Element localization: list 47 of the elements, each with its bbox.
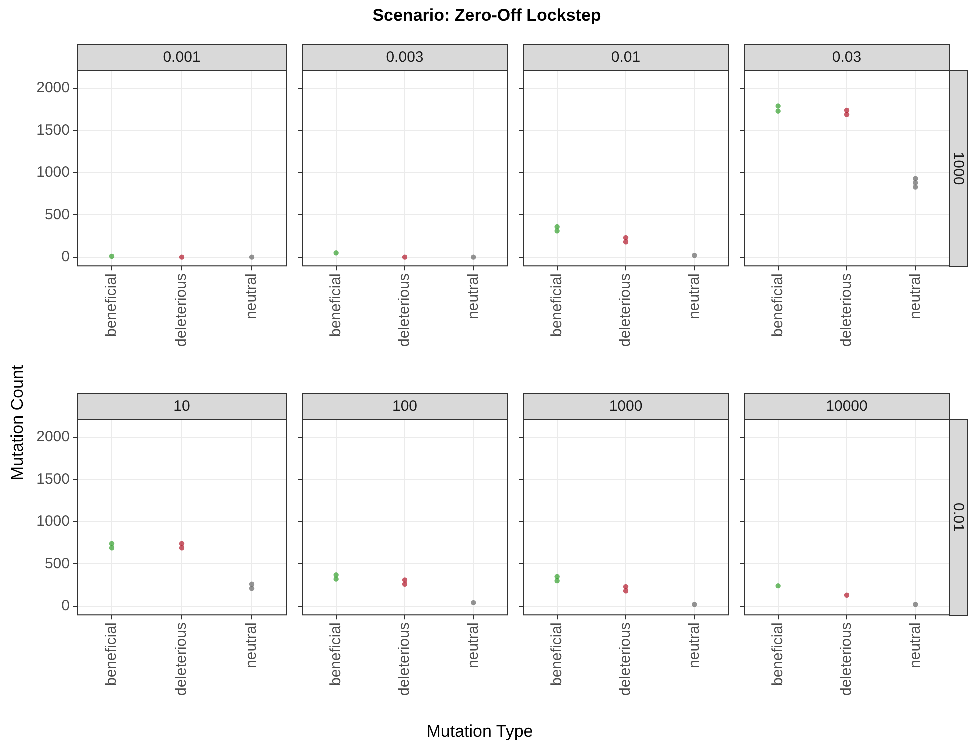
- chart-title: 10: [77, 393, 287, 420]
- x-tick-label: deleterious: [617, 622, 634, 696]
- x-tick-label: neutral: [906, 274, 924, 320]
- y-tick-label: 0: [62, 597, 70, 614]
- x-tick-label: beneficial: [769, 274, 786, 338]
- y-tick-label: 1000: [36, 164, 70, 182]
- chart-title: 10000: [744, 393, 950, 420]
- x-tick-label: beneficial: [103, 274, 120, 338]
- y-tick-label: 2000: [36, 80, 70, 97]
- x-tick-label: beneficial: [769, 622, 786, 686]
- x-tick-label: deleterious: [173, 274, 190, 348]
- chart-title: 0.01: [523, 44, 729, 71]
- chart-title: 0.001: [77, 44, 287, 71]
- y2-axis-title: 0.01: [950, 502, 968, 532]
- x-tick-label: deleterious: [396, 274, 414, 348]
- x-axis-title: Mutation Type: [426, 722, 534, 742]
- x-tick-label: beneficial: [548, 622, 566, 686]
- x-tick-label: neutral: [243, 622, 260, 668]
- x-tick-label: deleterious: [838, 274, 856, 348]
- x-tick-label: deleterious: [617, 274, 634, 348]
- chart-title: 1000: [523, 393, 729, 420]
- x-tick-label: neutral: [686, 274, 703, 320]
- y-tick-label: 500: [44, 206, 70, 224]
- text: Scenario: Zero-Off Lockstep: [372, 6, 602, 26]
- x-tick-label: deleterious: [173, 622, 190, 696]
- y-tick-label: 1000: [36, 513, 70, 530]
- x-tick-label: beneficial: [327, 274, 344, 338]
- chart-title: 100: [302, 393, 508, 420]
- x-tick-label: neutral: [243, 274, 260, 320]
- x-tick-label: neutral: [906, 622, 924, 668]
- y-tick-label: 1500: [36, 122, 70, 139]
- x-tick-label: neutral: [686, 622, 703, 668]
- y-axis-title: Mutation Count: [8, 365, 28, 481]
- x-tick-label: beneficial: [548, 274, 566, 338]
- y-tick-label: 1500: [36, 470, 70, 488]
- x-tick-label: beneficial: [327, 622, 344, 686]
- y-tick-label: 0: [62, 248, 70, 266]
- chart-title: 0.03: [744, 44, 950, 71]
- chart-title: 0.003: [302, 44, 508, 71]
- x-tick-label: neutral: [464, 274, 482, 320]
- x-tick-label: deleterious: [396, 622, 414, 696]
- x-tick-label: deleterious: [838, 622, 856, 696]
- y2-axis-title: 1000: [950, 152, 967, 185]
- y-tick-label: 500: [44, 555, 70, 572]
- y-tick-label: 2000: [36, 428, 70, 446]
- x-tick-label: beneficial: [103, 622, 120, 686]
- x-tick-label: neutral: [464, 622, 482, 668]
